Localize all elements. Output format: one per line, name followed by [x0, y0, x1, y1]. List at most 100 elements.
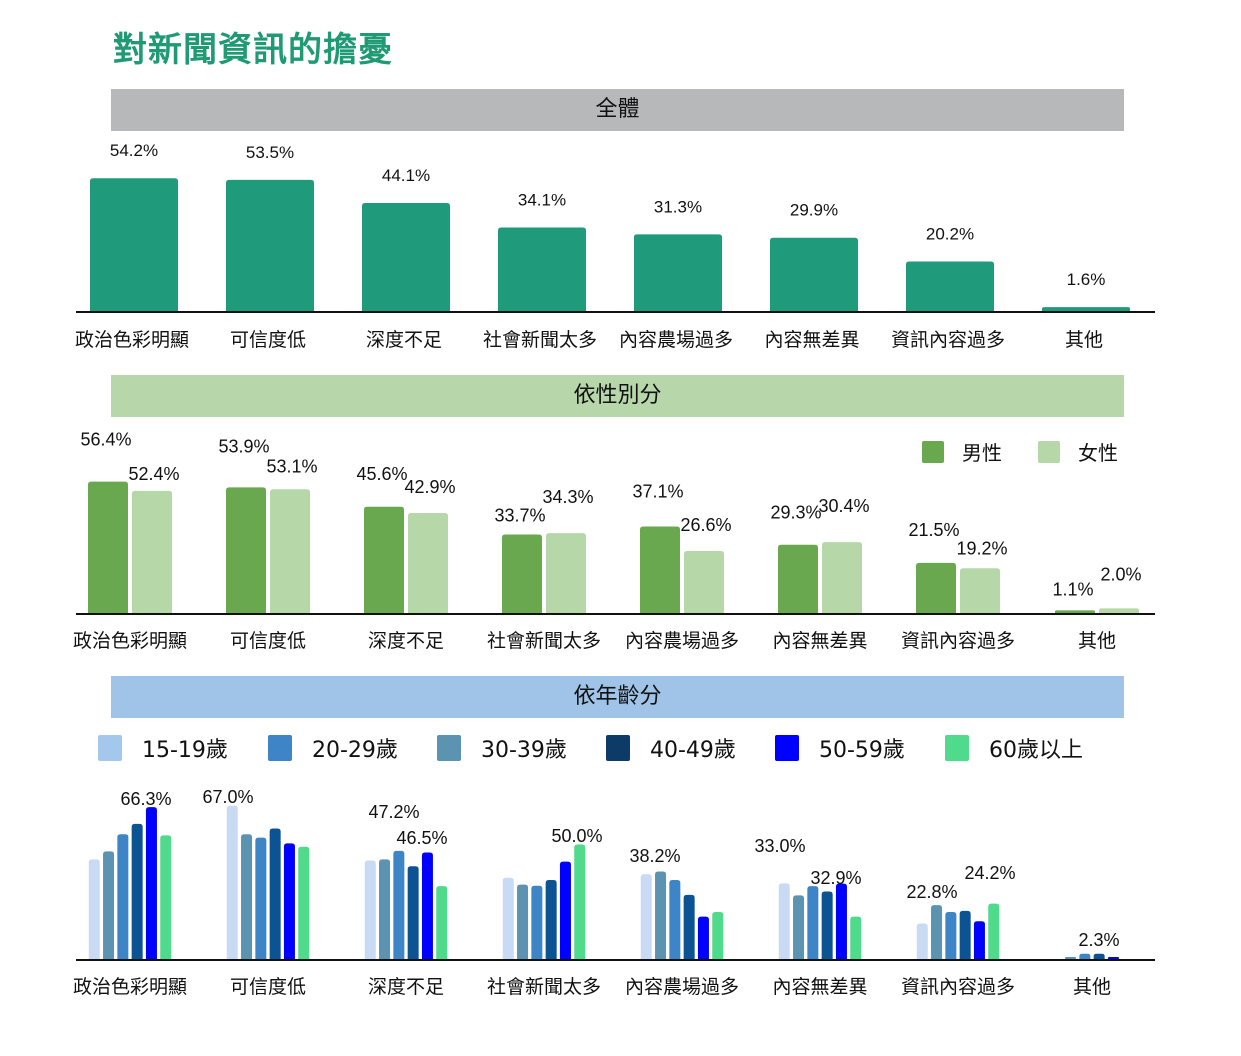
bar-age-5-3	[574, 844, 586, 959]
bar-age-4-1	[283, 843, 295, 959]
data-label-gender-male-3: 33.7%	[494, 505, 545, 525]
bar-age-3-5	[821, 891, 833, 959]
legend-label-age-0: 15-19歲	[142, 738, 228, 763]
legend-label-age-4: 50-59歲	[819, 738, 905, 763]
x-tick-label-age-2: 深度不足	[368, 976, 444, 998]
bar-age-3-3	[545, 879, 557, 959]
bar-age-1-3	[517, 884, 529, 959]
x-tick-label-gender-6: 資訊內容過多	[901, 630, 1015, 652]
data-label-gender-female-1: 53.1%	[266, 456, 317, 476]
bar-age-0-2	[364, 860, 376, 959]
bar-age-3-4	[683, 894, 695, 959]
data-label-overall-2: 44.1%	[382, 166, 430, 185]
data-label-gender-female-5: 30.4%	[818, 496, 869, 516]
data-label-overall-0: 54.2%	[110, 141, 158, 160]
legend-label-female: 女性	[1078, 441, 1118, 465]
x-tick-label-overall-2: 深度不足	[366, 329, 442, 351]
data-label-overall-5: 29.9%	[790, 201, 838, 220]
bar-age-5-4	[712, 912, 724, 959]
data-label-gender-female-3: 34.3%	[542, 487, 593, 507]
data-label-overall-1: 53.5%	[246, 143, 294, 162]
x-tick-label-gender-7: 其他	[1078, 630, 1116, 652]
bar-age-3-6	[959, 910, 971, 959]
section-header-age: 依年齡分	[111, 676, 1124, 718]
bar-age-0-6	[916, 923, 928, 959]
bar-age-4-7	[1107, 956, 1119, 959]
bar-age-2-6	[945, 912, 957, 959]
x-tick-label-overall-6: 資訊內容過多	[891, 329, 1005, 351]
bar-age-0-4	[640, 874, 652, 959]
bar-age-4-5	[835, 883, 847, 959]
bar-overall-6	[906, 261, 994, 311]
legend-swatch-female	[1038, 441, 1060, 463]
bar-age-4-3	[559, 861, 571, 959]
data-label-age-8: 22.8%	[906, 882, 957, 902]
bar-age-2-1	[255, 837, 267, 959]
bar-age-2-3	[531, 885, 543, 959]
legend-label-male: 男性	[962, 441, 1002, 465]
bar-overall-7	[1042, 307, 1130, 311]
x-tick-label-overall-3: 社會新聞太多	[483, 329, 597, 351]
data-label-gender-female-2: 42.9%	[404, 477, 455, 497]
data-label-gender-male-4: 37.1%	[632, 482, 683, 502]
bar-gender-female-3	[546, 533, 586, 613]
bar-age-2-4	[669, 879, 681, 959]
section-header-overall: 全體	[111, 89, 1124, 131]
legend-swatch-male	[922, 441, 944, 463]
overall-bar-chart: 54.2% 政治色彩明顯 53.5% 可信度低 44.1% 深度不足 34.1% 社會新聞太多…	[75, 141, 1155, 351]
bar-age-5-0	[160, 835, 172, 959]
bar-overall-3	[498, 227, 586, 311]
data-label-age-1: 67.0%	[202, 787, 253, 807]
data-label-age-3: 46.5%	[396, 828, 447, 848]
bar-gender-female-5	[822, 542, 862, 613]
legend-swatch-age-4	[775, 735, 799, 761]
bar-age-1-0	[103, 851, 115, 959]
data-label-gender-male-1: 53.9%	[218, 436, 269, 456]
bar-age-3-2	[407, 866, 419, 959]
legend-swatch-age-1	[268, 735, 292, 761]
bar-gender-female-4	[684, 551, 724, 613]
bar-age-4-0	[145, 807, 157, 959]
data-label-age-7: 32.9%	[810, 868, 861, 888]
legend-swatch-age-5	[945, 735, 969, 761]
data-label-gender-female-6: 19.2%	[956, 538, 1007, 558]
data-label-age-4: 50.0%	[551, 826, 602, 846]
data-label-age-2: 47.2%	[368, 802, 419, 822]
bar-age-1-1	[241, 834, 253, 959]
bar-gender-male-4	[640, 526, 680, 613]
data-label-age-9: 24.2%	[964, 863, 1015, 883]
bar-age-2-0	[117, 834, 129, 959]
bar-gender-female-7	[1099, 608, 1139, 613]
legend-label-age-5: 60歲以上	[989, 738, 1083, 763]
x-tick-label-overall-7: 其他	[1065, 329, 1103, 351]
x-tick-label-gender-2: 深度不足	[368, 630, 444, 652]
bar-age-4-2	[421, 852, 433, 959]
legend-swatch-age-2	[437, 735, 461, 761]
x-tick-label-gender-4: 內容農場過多	[625, 630, 739, 652]
bar-age-5-1	[298, 846, 310, 959]
data-label-gender-male-7: 1.1%	[1052, 579, 1093, 599]
bar-age-5-5	[850, 916, 862, 959]
gender-bar-chart: 56.4% 52.4% 政治色彩明顯 53.9%53.1% 可信度低 45.6%42.9%…	[73, 430, 1155, 652]
data-label-gender-female-4: 26.6%	[680, 515, 731, 535]
x-tick-label-age-3: 社會新聞太多	[487, 976, 601, 998]
data-label-overall-3: 34.1%	[518, 190, 566, 209]
x-tick-label-overall-4: 內容農場過多	[619, 329, 733, 351]
data-label-age-0: 66.3%	[120, 789, 171, 809]
bar-age-1-6	[931, 905, 943, 959]
data-label-gender-male-0: 56.4%	[80, 430, 131, 450]
x-tick-label-overall-5: 內容無差異	[764, 329, 859, 351]
legend-swatch-age-0	[98, 735, 122, 761]
bar-gender-female-6	[960, 568, 1000, 613]
bar-age-3-0	[131, 823, 143, 959]
legend-label-age-1: 20-29歲	[312, 738, 398, 763]
x-tick-label-gender-5: 內容無差異	[772, 630, 867, 652]
bar-age-4-6	[973, 921, 985, 959]
x-tick-label-age-0: 政治色彩明顯	[73, 976, 187, 998]
x-tick-label-gender-1: 可信度低	[230, 630, 306, 652]
bar-gender-male-7	[1055, 610, 1095, 613]
bar-age-2-2	[393, 850, 405, 959]
data-label-gender-male-2: 45.6%	[356, 464, 407, 484]
bar-overall-5	[770, 237, 858, 311]
legend-swatch-age-3	[606, 735, 630, 761]
